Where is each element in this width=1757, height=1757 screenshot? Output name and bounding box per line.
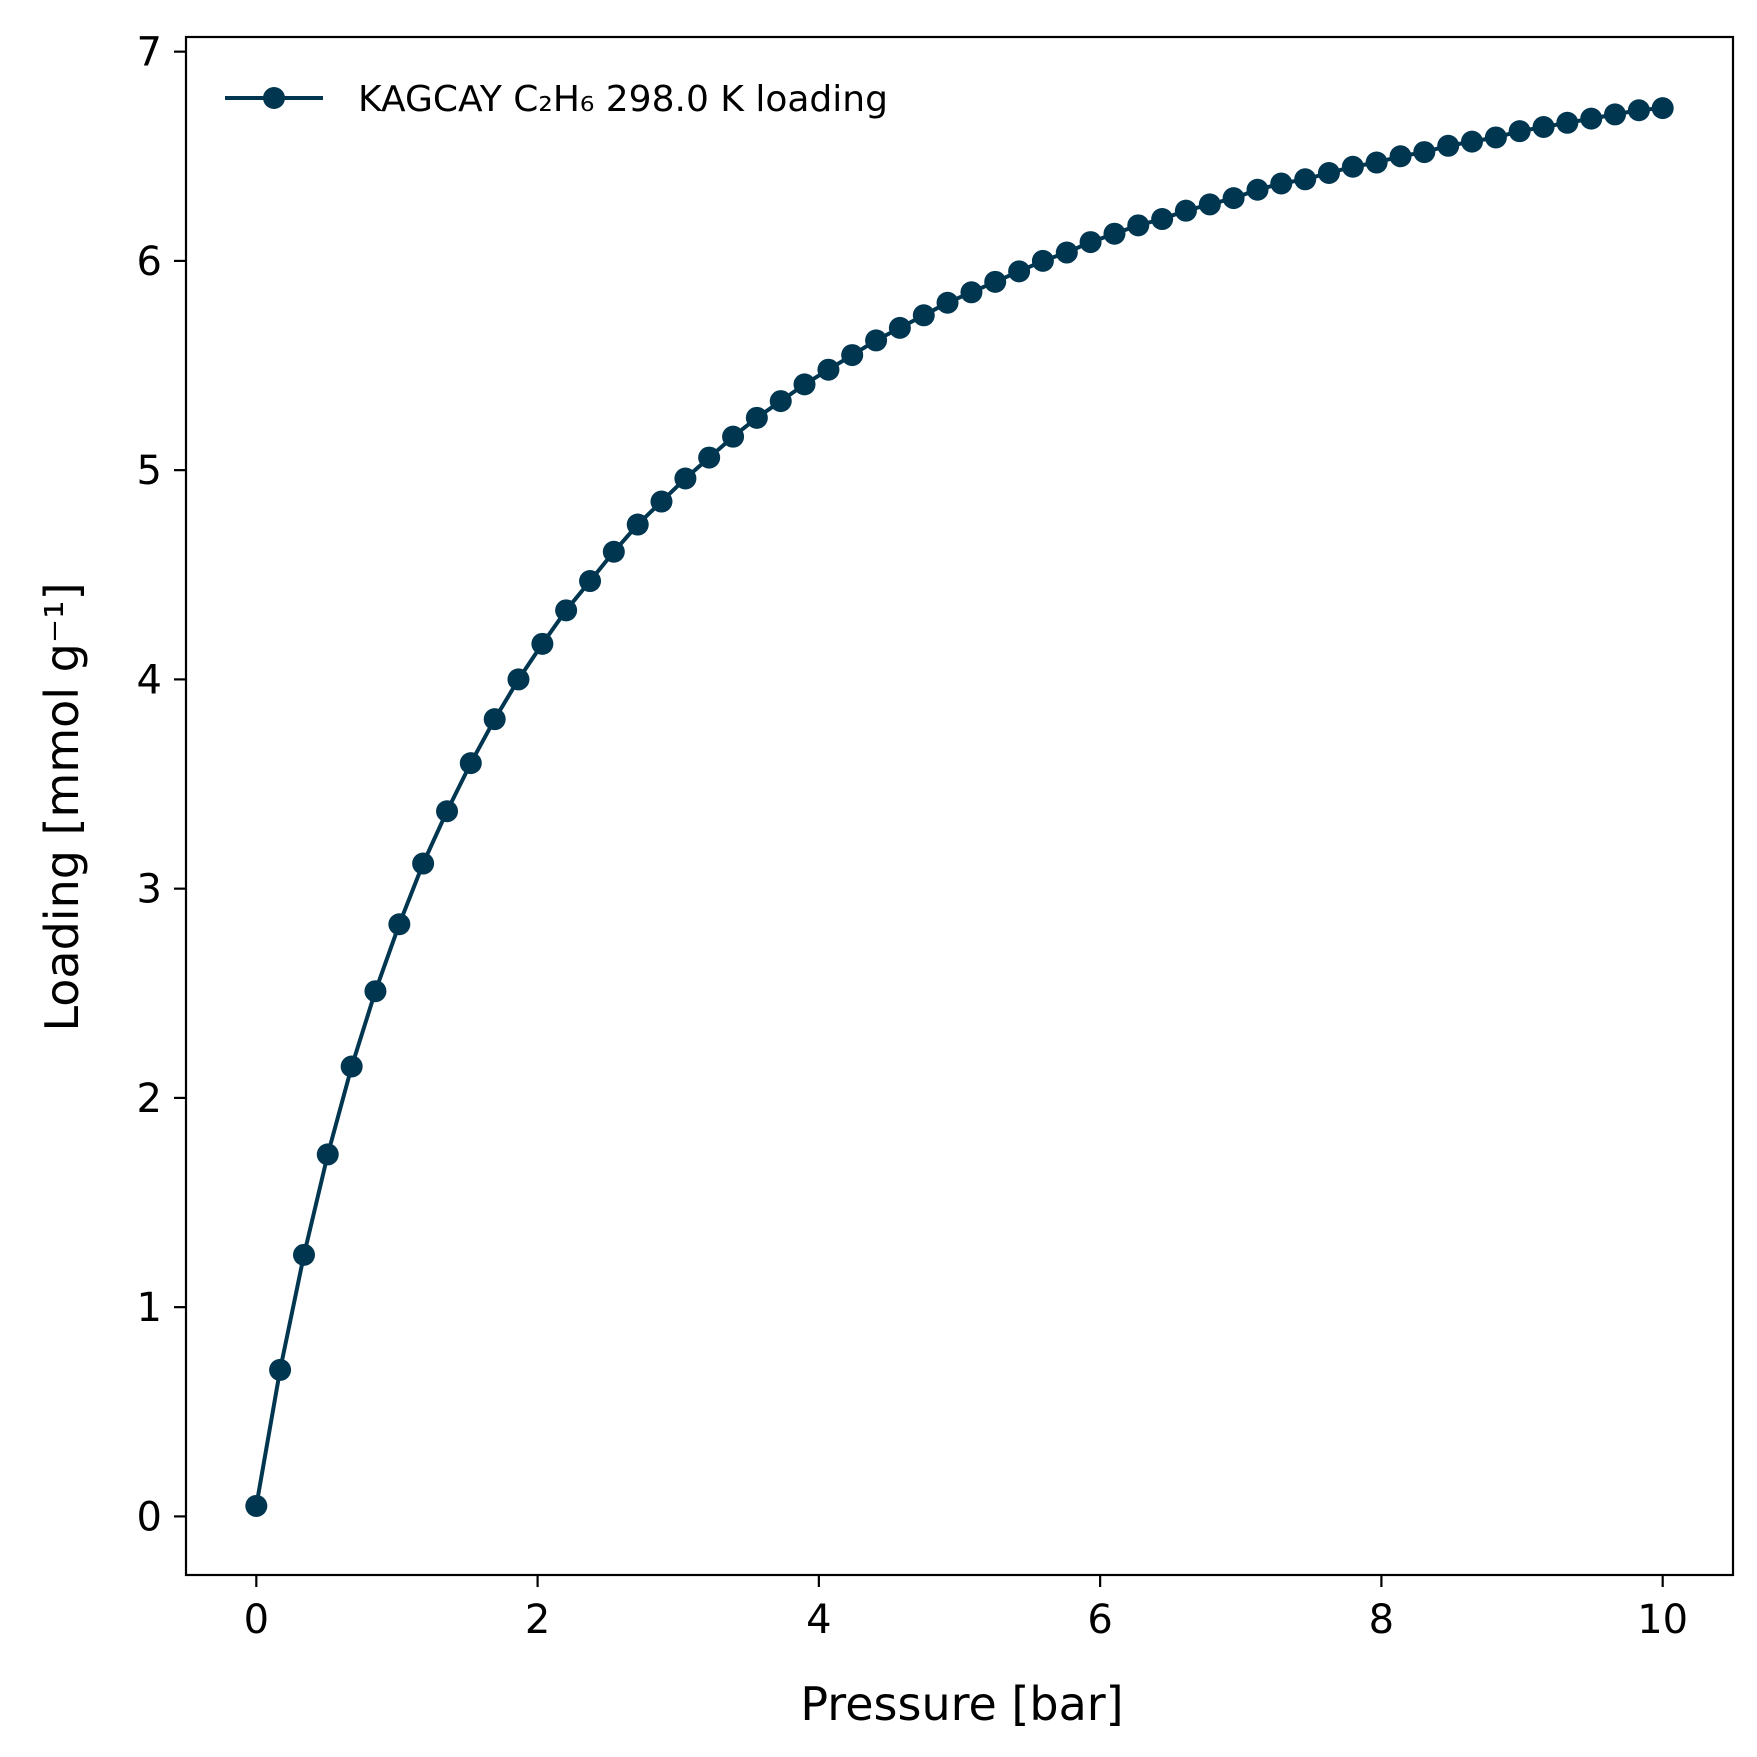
data-point <box>817 358 840 381</box>
data-point <box>793 373 816 396</box>
series-layer <box>245 97 1674 1517</box>
data-point <box>1198 193 1221 216</box>
data-point <box>1246 178 1269 201</box>
data-point <box>722 425 745 448</box>
data-point <box>269 1358 292 1381</box>
data-point <box>292 1243 315 1266</box>
data-point <box>412 852 435 875</box>
data-point <box>1317 162 1340 185</box>
x-axis-label: Pressure [bar] <box>800 1677 1123 1731</box>
data-point <box>1270 172 1293 195</box>
data-point <box>888 316 911 339</box>
legend: KAGCAY C₂H₆ 298.0 K loading <box>225 79 888 120</box>
data-point <box>650 490 673 513</box>
data-point <box>1389 145 1412 168</box>
y-tick-label: 0 <box>137 1494 162 1540</box>
y-tick-label: 1 <box>137 1285 162 1331</box>
x-tick-label: 4 <box>806 1597 831 1643</box>
data-point <box>1580 107 1603 130</box>
data-point <box>769 390 792 413</box>
data-point <box>1127 214 1150 237</box>
data-point <box>1604 103 1627 126</box>
data-point <box>340 1055 363 1078</box>
data-point <box>1055 241 1078 264</box>
data-point <box>1174 199 1197 222</box>
data-point <box>1151 208 1174 231</box>
data-point <box>555 599 578 622</box>
data-point <box>364 980 387 1003</box>
data-point <box>960 281 983 304</box>
ticks: 0 2 4 6 8 10 0 1 2 3 4 5 6 7 <box>137 30 1689 1643</box>
data-point <box>245 1494 268 1517</box>
data-point <box>1079 231 1102 254</box>
data-point <box>1460 130 1483 153</box>
data-point <box>936 291 959 314</box>
data-point <box>1484 126 1507 149</box>
data-point <box>1222 187 1245 210</box>
data-point <box>698 446 721 469</box>
data-point <box>602 540 625 563</box>
x-tick-label: 8 <box>1369 1597 1394 1643</box>
data-point <box>984 270 1007 293</box>
data-point <box>1437 134 1460 157</box>
x-tick-label: 0 <box>244 1597 269 1643</box>
data-point <box>316 1143 339 1166</box>
plot-frame <box>184 35 1735 1577</box>
y-tick-label: 5 <box>137 448 162 494</box>
data-point <box>459 752 482 775</box>
x-tick-label: 2 <box>525 1597 550 1643</box>
y-tick-label: 7 <box>137 30 162 76</box>
data-point <box>1508 120 1531 143</box>
data-point <box>912 304 935 327</box>
data-point <box>507 668 530 691</box>
data-point <box>1365 151 1388 174</box>
y-axis-label: Loading [mmol g⁻¹] <box>35 582 89 1031</box>
data-point <box>674 467 697 490</box>
data-point <box>388 913 411 936</box>
y-tick-label: 3 <box>137 867 162 913</box>
data-point <box>1294 168 1317 191</box>
data-point <box>1031 249 1054 272</box>
data-point <box>626 513 649 536</box>
data-point <box>436 800 459 823</box>
data-point <box>1651 97 1674 120</box>
data-point <box>1556 111 1579 134</box>
x-tick-label: 10 <box>1637 1597 1688 1643</box>
data-point <box>1413 141 1436 164</box>
data-point <box>841 344 864 367</box>
data-point <box>531 632 554 655</box>
data-point <box>1103 222 1126 245</box>
data-point <box>1341 155 1364 178</box>
data-point <box>1627 99 1650 122</box>
data-point <box>1008 260 1031 283</box>
y-tick-label: 2 <box>137 1076 162 1122</box>
data-point <box>483 708 506 731</box>
data-point <box>579 570 602 593</box>
data-point <box>1532 115 1555 138</box>
x-tick-label: 6 <box>1087 1597 1112 1643</box>
y-tick-label: 6 <box>137 239 162 285</box>
data-point <box>745 406 768 429</box>
data-point <box>865 329 888 352</box>
y-tick-label: 4 <box>137 657 162 703</box>
legend-entry-label: KAGCAY C₂H₆ 298.0 K loading <box>358 79 888 120</box>
legend-marker <box>263 87 285 109</box>
